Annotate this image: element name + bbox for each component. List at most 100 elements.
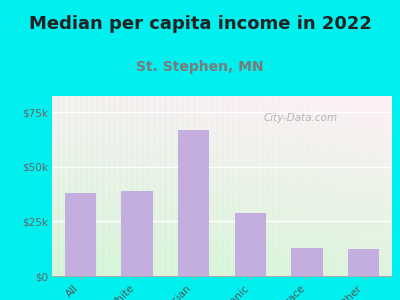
Bar (52, 264, 392, 266)
Bar (330, 96, 335, 276)
Bar (273, 96, 279, 276)
Bar (63, 96, 69, 276)
Bar (52, 142, 392, 144)
Bar (52, 134, 392, 135)
Bar (75, 96, 80, 276)
Bar (52, 152, 392, 153)
Bar (52, 144, 392, 146)
Bar (52, 122, 392, 123)
Bar (52, 216, 392, 218)
Bar (52, 242, 392, 243)
Bar (97, 96, 103, 276)
Bar (222, 96, 228, 276)
Bar (52, 252, 392, 254)
Bar (369, 96, 375, 276)
Bar (52, 200, 392, 201)
Bar (52, 171, 392, 172)
Bar (52, 135, 392, 136)
Bar (109, 96, 114, 276)
Bar (52, 117, 392, 118)
Bar (52, 140, 392, 141)
Bar (290, 96, 296, 276)
Bar (239, 96, 245, 276)
Bar (52, 267, 392, 268)
Bar (52, 214, 392, 216)
Bar (137, 96, 143, 276)
Bar (114, 96, 120, 276)
Bar (52, 178, 392, 180)
Bar (65, 193, 96, 276)
Bar (228, 96, 233, 276)
Bar (52, 96, 58, 276)
Bar (52, 194, 392, 195)
Bar (52, 204, 392, 206)
Bar (182, 96, 188, 276)
Bar (177, 96, 182, 276)
Bar (52, 266, 392, 267)
Bar (52, 102, 392, 104)
Bar (52, 129, 392, 130)
Bar (52, 268, 392, 270)
Bar (52, 184, 392, 186)
Bar (52, 225, 392, 226)
Bar (52, 159, 392, 160)
Bar (358, 96, 364, 276)
Bar (52, 100, 392, 102)
Bar (52, 222, 392, 224)
Bar (233, 96, 239, 276)
Bar (52, 128, 392, 129)
Bar (216, 96, 222, 276)
Bar (256, 96, 262, 276)
Bar (52, 198, 392, 200)
Bar (52, 118, 392, 120)
Bar (292, 248, 322, 276)
Bar (52, 206, 392, 207)
Bar (318, 96, 324, 276)
Bar (313, 96, 318, 276)
Bar (52, 103, 392, 105)
Bar (126, 96, 131, 276)
Bar (52, 248, 392, 249)
Bar (52, 162, 392, 164)
Bar (375, 96, 381, 276)
Bar (341, 96, 347, 276)
Bar (52, 165, 392, 166)
Bar (52, 123, 392, 124)
Bar (52, 195, 392, 196)
Bar (52, 110, 392, 111)
Bar (52, 196, 392, 198)
Bar (296, 96, 301, 276)
Bar (307, 96, 313, 276)
Bar (52, 210, 392, 212)
Bar (160, 96, 165, 276)
Bar (52, 250, 392, 252)
Bar (386, 96, 392, 276)
Bar (245, 96, 250, 276)
Bar (80, 96, 86, 276)
Bar (52, 228, 392, 230)
Bar (52, 226, 392, 228)
Bar (52, 176, 392, 177)
Bar (52, 180, 392, 182)
Bar (352, 96, 358, 276)
Bar (52, 240, 392, 242)
Bar (364, 96, 369, 276)
Bar (52, 262, 392, 264)
Bar (52, 172, 392, 174)
Bar (205, 96, 211, 276)
Bar (52, 177, 392, 178)
Bar (171, 96, 177, 276)
Bar (52, 147, 392, 148)
Bar (86, 96, 92, 276)
Bar (52, 114, 392, 116)
Bar (52, 136, 392, 138)
Bar (52, 260, 392, 261)
Bar (52, 111, 392, 112)
Bar (52, 116, 392, 117)
Bar (52, 124, 392, 126)
Bar (52, 168, 392, 170)
Bar (52, 246, 392, 247)
Bar (52, 261, 392, 262)
Bar (52, 237, 392, 238)
Bar (301, 96, 307, 276)
